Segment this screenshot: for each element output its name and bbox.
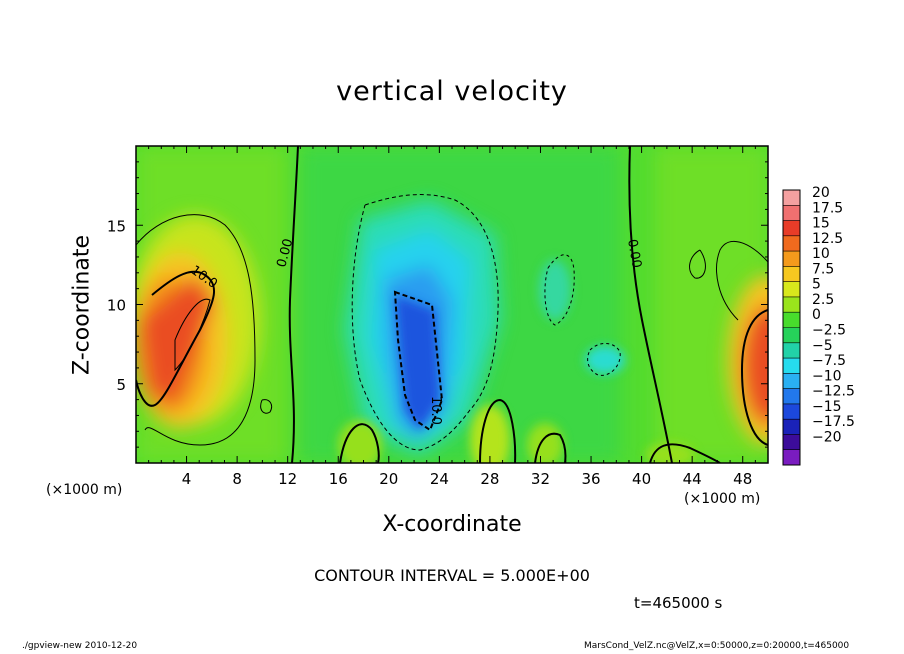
colorbar-label: −2.5 [812,323,846,339]
contour-neg5-mid [544,254,575,326]
colorbar-swatch [783,190,800,206]
colorbar-swatch [783,220,800,237]
chart-title: vertical velocity [336,76,568,107]
colorbar-swatch [783,281,800,298]
time-label: t=465000 s [634,594,723,612]
x-tick-label: 40 [632,470,651,488]
contour-zero-bump4 [649,443,721,463]
colorbar-swatch [783,251,800,267]
colorbar-swatch [783,266,800,283]
colorbar-swatch [783,449,800,466]
y-tick-label: 5 [116,376,126,394]
colorbar-swatch [783,205,800,222]
colorbar-swatch [783,235,800,252]
x-tick-label: 16 [329,470,348,488]
colorbar-label: 12.5 [812,231,843,247]
x-axis-label: X-coordinate [382,512,522,537]
contour-zero-bump2 [534,432,567,463]
contour-zero-bump3 [339,423,380,463]
colorbar-label: −15 [812,399,842,415]
colorbar-label: 5 [812,277,821,293]
colorbar-label: −7.5 [812,353,846,369]
left-updraft [136,215,260,428]
colorbar-label: −12.5 [812,384,855,400]
footer-source: MarsCond_VelZ.nc@VelZ,x=0:50000,z=0:2000… [584,641,850,651]
colorbar-swatch [783,373,800,390]
colorbar-label: 17.5 [812,200,843,216]
colorbar-swatch [783,403,800,420]
contour-interval-text: CONTOUR INTERVAL = 5.000E+00 [314,566,590,585]
colorbar-swatch [783,312,800,328]
colorbar-label: 20 [812,185,830,201]
colorbar-label: 7.5 [812,261,834,277]
right-updraft [728,275,768,445]
colorbar-label: −5 [812,338,833,354]
contour-zero-bump1 [479,398,517,463]
contour-zero-left [288,146,299,463]
contour-label-4: 10.0 [428,396,443,425]
right-updraft-core [742,305,768,425]
x-tick-label: 20 [379,470,398,488]
contour-5-small [689,249,706,279]
contour-10-left [136,270,216,407]
colorbar-swatch [783,296,800,313]
colorbar-label: 15 [812,216,830,232]
x-tick-label: 32 [531,470,550,488]
colorbar-label: 0 [812,307,821,323]
left-updraft-core [140,275,215,405]
y-tick-label: 15 [107,217,126,235]
x-tick-label: 48 [733,470,752,488]
x-unit-label-left: (×1000 m) [46,482,123,498]
contour-5-left [136,214,256,446]
surface-bump-2 [527,423,563,463]
colorbar-swatch [783,434,800,451]
x-tick-label: 36 [581,470,600,488]
contour-neg10-core [393,290,444,432]
colorbar-swatch [783,342,800,359]
contour-lines [136,146,768,463]
colorbar-label: −17.5 [812,414,855,430]
colorbar-swatch [783,327,800,344]
colorbar-label: 2.5 [812,292,834,308]
x-tick-label: 44 [683,470,702,488]
contour-10-right [740,309,768,446]
contour-zero-right [628,146,673,463]
colorbar-swatch [783,388,800,405]
colorbar: 2017.51512.5107.552.50−2.5−5−7.5−10−12.5… [782,185,855,466]
x-unit-label-right: (×1000 m) [684,491,761,507]
surface-bump-3 [338,420,382,463]
x-tick-label: 28 [480,470,499,488]
colorbar-swatch [783,419,800,435]
contour-label-3: 0.00 [624,238,644,269]
contour-label-2: 0.00 [274,237,296,269]
x-tick-label: 24 [430,470,449,488]
contour-5-right [716,241,768,321]
colorbar-label: −10 [812,368,842,384]
x-tick-label: 12 [278,470,297,488]
colorbar-label: 10 [812,246,830,262]
small-downdraft-right [585,346,625,374]
y-tick-label: 10 [107,297,126,315]
x-tick-label: 4 [182,470,192,488]
x-tick-label: 8 [232,470,242,488]
surface-bump-1 [470,405,510,463]
contour-15-left [174,298,211,372]
small-downdraft-mid [539,260,571,320]
contour-neg5-outer [351,194,499,451]
colorbar-swatch [783,358,800,374]
footer-command: ./gpview-new 2010-12-20 [22,641,138,651]
velocity-field [136,146,768,463]
contour-5-dot [260,399,273,414]
contour-neg5-right [587,343,621,376]
colorbar-label: −20 [812,429,842,445]
